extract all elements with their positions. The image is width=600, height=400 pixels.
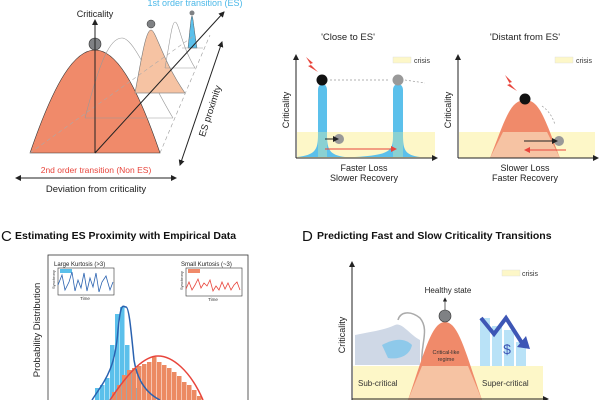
histogram-bar <box>110 345 115 400</box>
panel-a: Criticality 1st order transition (ES) 2n… <box>15 0 243 195</box>
histogram-bar <box>187 385 192 400</box>
healthy-state-label: Healthy state <box>425 286 472 295</box>
healthy-ball <box>438 309 452 323</box>
histogram-bar <box>177 376 182 400</box>
histogram-bar <box>132 368 137 400</box>
y-axis-label: Criticality <box>337 316 347 353</box>
caption-1: Faster Loss <box>340 163 388 173</box>
plot-frame <box>47 254 249 400</box>
histogram-bar <box>127 370 132 400</box>
histogram-bar <box>115 314 120 400</box>
fit-curve-blue <box>91 305 161 400</box>
histogram-bar <box>112 392 117 400</box>
inset-ylabel: Synchrony <box>179 271 184 290</box>
inset-xlabel: Time <box>80 296 90 301</box>
es-proximity-label: ES proximity <box>197 84 224 138</box>
histogram-bar <box>122 375 127 400</box>
crisis-legend: crisis <box>576 58 592 65</box>
histogram-bar <box>137 366 142 400</box>
super-critical-label: Super-critical <box>482 379 529 388</box>
synchrony-series-red <box>185 277 241 293</box>
histogram-bar <box>182 382 187 400</box>
histogram-bar <box>172 372 177 400</box>
distant-title: 'Distant from ES' <box>490 32 560 43</box>
caption-2: Slower Recovery <box>330 173 399 183</box>
y-axis-label: Probability Distribution <box>32 283 43 378</box>
histogram-bar <box>152 357 157 400</box>
inset-xlabel: Time <box>208 297 218 302</box>
criticality-label: Criticality <box>77 9 114 19</box>
regime-label: regime <box>438 357 455 363</box>
panel-c: C Estimating ES Proximity with Empirical… <box>1 228 249 400</box>
panel-letter: C <box>1 228 12 245</box>
histogram-bar <box>157 362 162 400</box>
es-proximity-axis <box>178 41 224 166</box>
deviation-label: Deviation from criticality <box>46 184 147 195</box>
histogram-bar <box>95 388 100 400</box>
es-transition-label: 1st order transition (ES) <box>147 0 242 8</box>
bell-curve-medium <box>134 29 186 94</box>
histogram-bar <box>142 364 147 400</box>
histogram-bar <box>117 385 122 400</box>
y-axis-label: Criticality <box>443 91 453 128</box>
histogram-bar <box>100 385 105 400</box>
crisis-legend: crisis <box>522 271 538 278</box>
bell-curve-narrow <box>187 15 198 49</box>
histogram-bar <box>147 362 152 400</box>
panel-title: Estimating ES Proximity with Empirical D… <box>15 230 236 242</box>
panel-d: D Predicting Fast and Slow Criticality T… <box>302 228 552 400</box>
panel-title: Predicting Fast and Slow Criticality Tra… <box>317 230 552 242</box>
fit-curve-orange <box>109 355 204 400</box>
inset-right-title: Small Kurtosis (~3) <box>181 262 232 268</box>
crisis-legend: crisis <box>414 58 430 65</box>
histogram-bar <box>105 378 110 400</box>
histogram-bar <box>192 390 197 400</box>
lightning-icon <box>505 75 517 91</box>
inset-ylabel: Synchrony <box>51 270 56 289</box>
inset-left-title: Large Kurtosis (>3) <box>54 262 105 268</box>
panel-letter: D <box>302 228 313 245</box>
histogram-bar <box>120 307 125 400</box>
panel-b-distant: 'Distant from ES' crisis Criticality Slo… <box>443 32 599 183</box>
sub-critical-label: Sub-critical <box>358 379 398 388</box>
synchrony-series-blue <box>57 271 114 293</box>
histogram-orange <box>112 357 202 400</box>
caption-2: Faster Recovery <box>492 173 559 183</box>
histogram-bar <box>167 368 172 400</box>
close-title: 'Close to ES' <box>321 32 375 43</box>
caption-1: Slower Loss <box>500 163 550 173</box>
falling-market-icon: $ <box>479 314 530 366</box>
es-axis <box>94 11 225 154</box>
histogram-bar <box>162 365 167 400</box>
panel-b-close: 'Close to ES' crisis Criticality Faster … <box>281 32 438 183</box>
non-es-transition-label: 2nd order transition (Non ES) <box>41 165 152 175</box>
regime-label: Critical-like <box>433 350 460 356</box>
lightning-icon <box>306 57 318 72</box>
y-axis-label: Criticality <box>281 91 291 128</box>
dollar-icon: $ <box>503 341 511 357</box>
histogram-bar <box>197 396 202 400</box>
